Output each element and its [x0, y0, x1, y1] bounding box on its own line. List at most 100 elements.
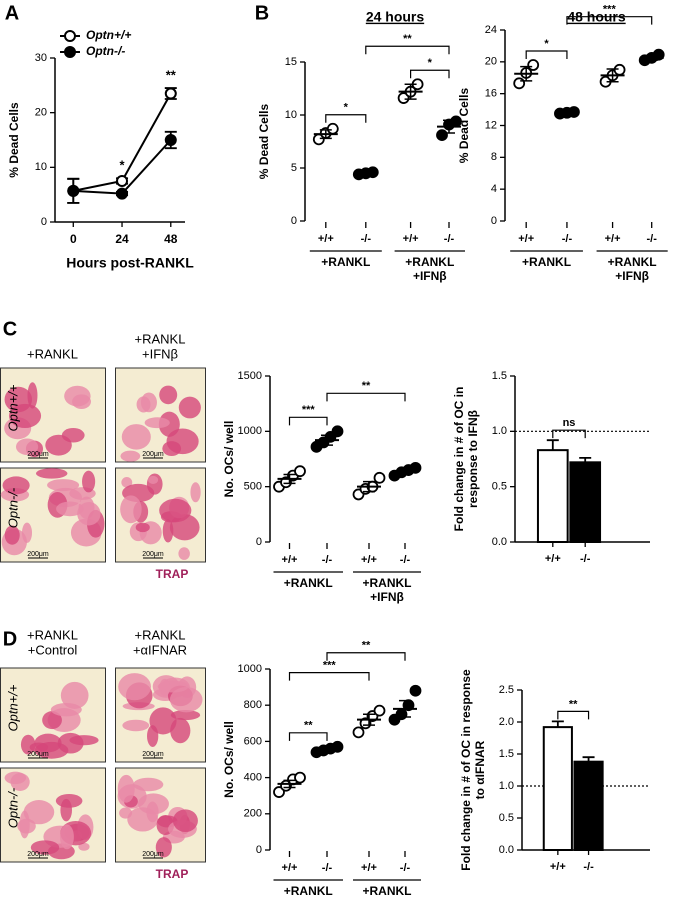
- scale-bar-label: 200μm: [142, 851, 164, 858]
- cell: [146, 801, 159, 823]
- cell: [42, 711, 62, 730]
- error-bar: [321, 747, 333, 752]
- y-tick-label: 1000: [238, 663, 262, 675]
- cell: [148, 475, 159, 484]
- scale-bar-label: 200μm: [142, 451, 164, 458]
- x-tick-label: -/-: [562, 233, 573, 245]
- cell: [121, 424, 151, 450]
- significance-bracket: [288, 732, 328, 741]
- significance-label: **: [362, 380, 371, 392]
- error-bar: [363, 713, 375, 726]
- row-label: Optn-/-: [5, 487, 20, 528]
- y-tick-label: 12: [485, 119, 497, 131]
- y-axis-label: % Dead Cells: [457, 87, 471, 163]
- cell: [172, 809, 198, 833]
- cell: [55, 794, 83, 808]
- row-label: Optn-/-: [5, 787, 20, 828]
- data-point: [513, 77, 526, 90]
- bar: [542, 726, 573, 851]
- significance-label: **: [569, 698, 578, 710]
- cell: [178, 396, 201, 419]
- significance-label: **: [362, 640, 371, 652]
- cell: [50, 702, 82, 717]
- y-tick-label: 0.0: [499, 844, 514, 856]
- y-axis-label: No. OCs/ well: [222, 421, 236, 498]
- error-bar: [520, 65, 533, 82]
- y-tick-label: 10: [35, 161, 47, 173]
- panel-letter: D: [3, 628, 17, 650]
- scale-bar-label: 200μm: [27, 451, 49, 458]
- x-tick-label: +/+: [282, 554, 298, 566]
- group-label: +RANKL: [405, 255, 454, 269]
- scale-bar-label: 200μm: [27, 751, 49, 758]
- panel-letter: C: [3, 318, 17, 340]
- cell: [15, 438, 39, 455]
- y-tick-label: 400: [244, 772, 262, 784]
- stain-label: TRAP: [156, 867, 189, 881]
- group-label: +Control: [283, 898, 333, 900]
- y-tick-label: 0.5: [499, 812, 514, 824]
- cell: [47, 479, 80, 492]
- y-tick-label: 600: [244, 735, 262, 747]
- column-label: +Control: [28, 642, 78, 657]
- y-tick-label: 0: [256, 844, 262, 856]
- data-point: [294, 465, 306, 478]
- cell: [140, 392, 157, 413]
- legend-label: Optn-/-: [86, 44, 125, 58]
- significance-label: *: [120, 158, 126, 173]
- error-bar: [359, 171, 372, 176]
- x-tick-label: -/-: [322, 554, 333, 566]
- group-label: +RANKL: [321, 255, 370, 269]
- x-tick-label: +/+: [282, 862, 298, 874]
- scale-bar-label: 200μm: [142, 551, 164, 558]
- legend-label: Optn+/+: [86, 28, 131, 42]
- y-tick-label: 0: [491, 215, 497, 227]
- cell: [77, 502, 101, 526]
- significance-label: **: [166, 68, 177, 83]
- column-label: +RANKL: [27, 346, 78, 361]
- cell: [159, 498, 192, 523]
- data-point: [331, 425, 344, 438]
- y-axis-label: to αIFNAR: [473, 740, 487, 799]
- cell: [147, 725, 159, 747]
- group-label: +RANKL: [284, 884, 333, 898]
- scale-bar-label: 200μm: [142, 751, 164, 758]
- significance-label: ***: [302, 404, 316, 416]
- data-point: [409, 684, 422, 697]
- significance-bracket: [288, 416, 328, 426]
- data-point: [397, 92, 410, 104]
- cell: [23, 800, 55, 825]
- cell: [82, 470, 96, 493]
- data-point: [273, 786, 285, 798]
- cell: [162, 519, 174, 543]
- error-bar: [645, 54, 658, 61]
- significance-bracket: [325, 114, 367, 123]
- y-tick-label: 20: [35, 107, 47, 119]
- cell: [119, 807, 133, 819]
- y-tick-label: 8: [491, 151, 497, 163]
- y-tick-label: 0: [256, 536, 262, 548]
- significance-bracket: [288, 672, 370, 681]
- column-label: +αIFNAR: [133, 642, 187, 657]
- group-label: +IFNβ: [370, 590, 404, 604]
- column-label: +IFNβ: [142, 346, 178, 361]
- x-tick-label: 0: [70, 232, 77, 246]
- error-bar: [399, 699, 411, 718]
- cell: [190, 482, 201, 503]
- cell: [35, 468, 68, 479]
- x-tick-label: -/-: [580, 553, 591, 565]
- cell: [72, 394, 91, 410]
- y-tick-label: 15: [285, 56, 297, 68]
- cell: [118, 673, 151, 701]
- cell: [155, 837, 172, 858]
- group-label: +RANKL: [608, 255, 657, 269]
- significance-bracket: [326, 652, 406, 661]
- group-label: +RANKL: [362, 884, 411, 898]
- error-bar: [560, 111, 573, 115]
- data-point: [67, 184, 80, 197]
- bar: [569, 461, 602, 544]
- column-label: +RANKL: [135, 331, 186, 346]
- cell: [56, 501, 84, 517]
- data-point: [326, 122, 339, 135]
- error-bar: [319, 129, 332, 140]
